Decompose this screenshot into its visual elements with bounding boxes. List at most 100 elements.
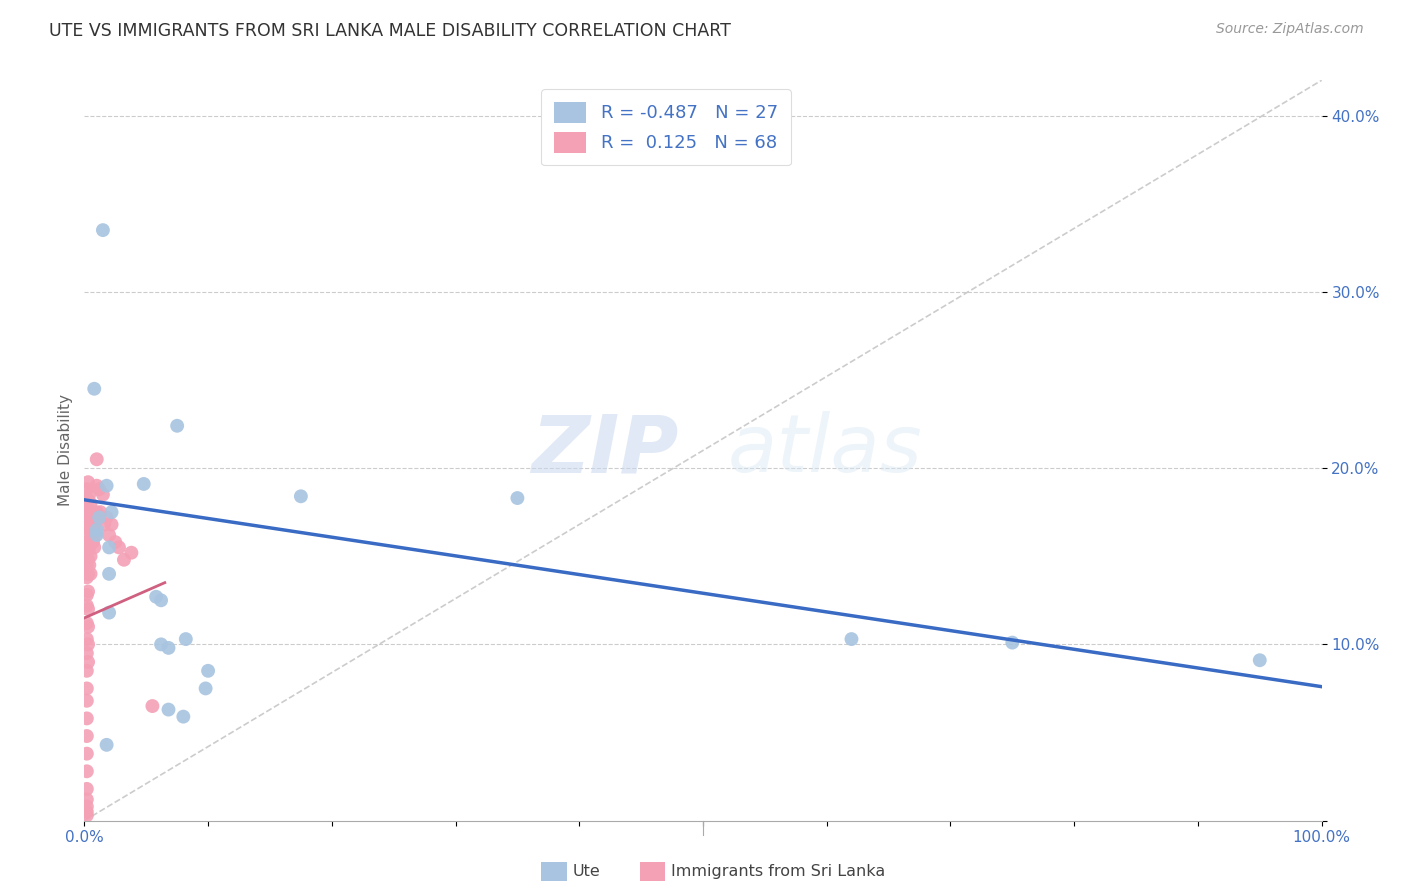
Point [76,808,98,822]
Point [76,632,98,646]
Point [86,479,108,493]
Point [145,590,167,604]
Point [86,452,108,467]
Point [290,489,312,503]
Point [79,566,101,581]
Point [76,570,98,584]
Text: UTE VS IMMIGRANTS FROM SRI LANKA MALE DISABILITY CORRELATION CHART: UTE VS IMMIGRANTS FROM SRI LANKA MALE DI… [49,22,731,40]
Point [93,517,115,532]
Point [77,505,100,519]
Point [197,664,219,678]
Point [96,479,118,493]
Point [76,482,98,496]
Point [86,523,108,537]
Point [98,541,121,555]
Point [150,593,173,607]
Point [91,223,114,237]
Text: Immigrants from Sri Lanka: Immigrants from Sri Lanka [671,864,884,879]
Text: atlas: atlas [728,411,922,490]
Point [77,535,100,549]
Point [89,482,111,496]
Point [100,517,122,532]
Point [77,492,100,507]
Point [76,694,98,708]
Point [76,805,98,819]
Point [89,510,111,524]
Point [82,510,104,524]
Point [79,505,101,519]
Point [98,606,121,620]
Point [77,637,100,651]
Point [82,535,104,549]
Point [76,747,98,761]
Point [76,616,98,631]
Point [98,528,121,542]
Point [157,703,180,717]
Point [76,505,98,519]
Point [841,632,863,646]
Point [77,566,100,581]
Point [79,496,101,510]
Point [76,599,98,613]
Point [91,487,114,501]
Point [83,382,105,396]
Point [1249,653,1271,667]
Point [76,681,98,696]
Text: Ute: Ute [572,864,600,879]
Point [76,764,98,779]
Point [108,541,131,555]
Point [77,620,100,634]
Point [77,475,100,490]
Point [506,491,529,505]
Point [79,549,101,564]
Point [112,553,135,567]
Point [76,664,98,678]
Point [132,477,155,491]
Point [76,546,98,560]
Point [77,584,100,599]
Text: Source: ZipAtlas.com: Source: ZipAtlas.com [1216,22,1364,37]
Point [100,505,122,519]
Legend: R = -0.487   N = 27, R =  0.125   N = 68: R = -0.487 N = 27, R = 0.125 N = 68 [541,89,790,165]
Point [76,588,98,602]
Point [77,523,100,537]
Point [79,514,101,528]
Point [76,799,98,814]
Point [104,535,127,549]
Point [86,528,108,542]
Point [86,505,108,519]
Point [172,709,194,723]
Point [76,792,98,806]
Point [83,517,105,532]
Point [96,738,118,752]
Point [80,505,103,519]
Text: ZIP: ZIP [531,411,678,490]
Point [141,699,163,714]
Point [80,523,103,537]
Point [76,729,98,743]
Point [98,566,121,581]
Point [157,640,180,655]
Point [76,535,98,549]
Point [194,681,217,696]
Point [174,632,197,646]
Point [77,602,100,616]
Point [76,711,98,725]
Point [79,541,101,555]
Point [76,558,98,572]
Point [89,505,111,519]
Point [120,546,142,560]
Point [79,558,101,572]
Point [150,637,173,651]
Point [77,655,100,669]
Point [79,487,101,501]
Point [76,517,98,532]
Point [166,418,188,433]
Point [1001,635,1024,649]
Point [83,541,105,555]
Point [76,781,98,796]
Point [96,510,118,524]
Point [77,553,100,567]
Y-axis label: Male Disability: Male Disability [58,394,73,507]
Point [79,523,101,537]
